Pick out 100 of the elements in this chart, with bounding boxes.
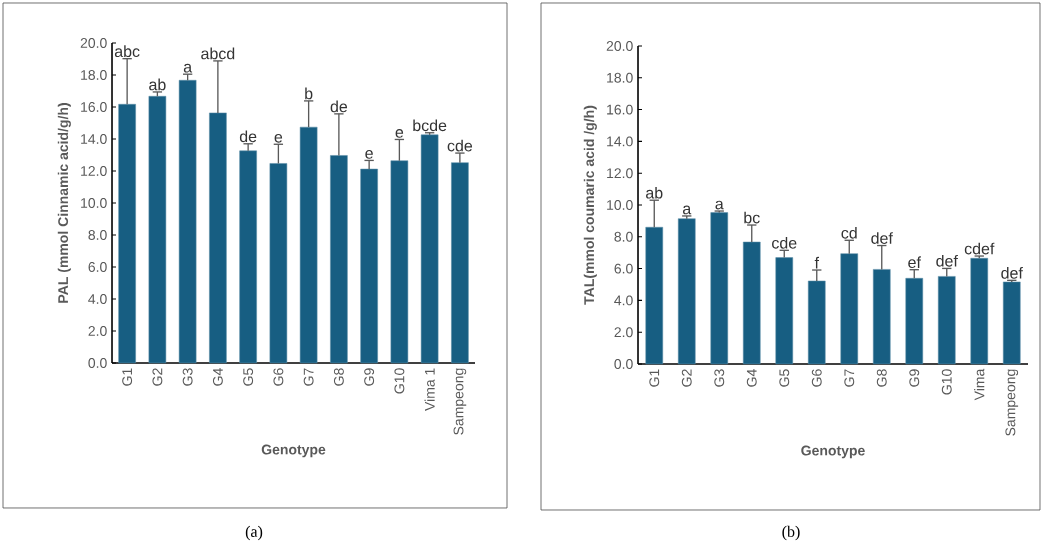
annotation: a — [715, 200, 724, 210]
x-tick-label: G8 — [333, 368, 344, 386]
x-tick-label: G9 — [364, 368, 375, 386]
bar — [645, 226, 664, 365]
x-tick-label: G5 — [779, 369, 790, 387]
annotation: abc — [114, 45, 140, 58]
bar — [905, 278, 924, 365]
annotation: abcd — [201, 47, 235, 60]
bar — [209, 112, 227, 364]
bar — [807, 280, 826, 365]
x-tick-label: G1 — [122, 368, 133, 386]
annotation: bc — [744, 211, 760, 224]
annotation: e — [274, 133, 283, 143]
annotation: def — [936, 254, 958, 267]
annotation: a — [682, 205, 692, 215]
x-tick-label: G8 — [876, 369, 887, 387]
x-tick-label: G7 — [844, 369, 855, 387]
y-tick-label: 6.0 — [614, 263, 633, 274]
annotation: cd — [841, 226, 857, 239]
x-tick-label: G3 — [182, 368, 193, 386]
y-tick-label: 2.0 — [88, 326, 107, 336]
x-tick-label: Vima 1 — [424, 368, 435, 411]
annotation: e — [395, 129, 404, 138]
bar — [178, 80, 197, 364]
y-tick-label: 18.0 — [81, 70, 107, 80]
bar — [420, 134, 439, 364]
x-tick-label: G2 — [681, 369, 692, 387]
x-tick-label: G1 — [649, 369, 660, 387]
bar — [970, 257, 989, 365]
x-axis-title: Genotype — [261, 444, 326, 458]
annotation: b — [305, 87, 313, 100]
y-tick-label: 12.0 — [81, 166, 107, 176]
x-tick-label: G10 — [394, 368, 405, 394]
x-axis-title: Genotype — [801, 445, 865, 459]
y-tick-label: 8.0 — [88, 230, 107, 240]
bar — [937, 276, 956, 365]
y-tick-label: 16.0 — [607, 104, 633, 115]
y-tick-label: 4.0 — [88, 294, 107, 304]
x-tick-label: G4 — [746, 369, 757, 387]
annotation: bcde — [413, 119, 447, 132]
x-tick-label: G5 — [243, 368, 254, 386]
bar — [269, 163, 288, 364]
bar — [710, 212, 729, 365]
x-tick-label: Sampeong — [453, 368, 467, 435]
y-tick-label: 6.0 — [88, 262, 107, 272]
y-tick-label: 0.0 — [88, 358, 107, 368]
y-axis-title: TAL(mmol coumaric acid /g/h) — [583, 105, 597, 305]
y-tick-label: 4.0 — [614, 295, 633, 306]
annotation: e — [365, 150, 373, 159]
bar — [239, 150, 257, 364]
bar — [775, 257, 794, 365]
x-tick-label: G3 — [714, 369, 725, 387]
y-tick-label: 0.0 — [614, 359, 633, 369]
text: (b) — [782, 525, 800, 541]
y-tick-label: 14.0 — [607, 136, 633, 147]
bar — [118, 104, 136, 364]
y-tick-label: 20.0 — [606, 41, 633, 51]
x-tick-label: G2 — [152, 368, 163, 386]
bar — [299, 126, 318, 364]
x-tick-label: Vima — [974, 368, 985, 401]
text: (a) — [245, 525, 263, 541]
x-tick-label: G9 — [909, 369, 920, 387]
annotation: f — [814, 256, 820, 269]
annotation: a — [183, 63, 193, 73]
bar — [840, 253, 859, 365]
annotation: ab — [646, 186, 663, 199]
bar — [677, 218, 696, 365]
y-tick-label: 10.0 — [81, 198, 107, 208]
x-tick-label: G6 — [273, 368, 284, 386]
x-tick-label: G6 — [811, 369, 822, 387]
bar — [330, 155, 348, 364]
annotation: de — [239, 130, 257, 143]
annotation: def — [1001, 267, 1023, 279]
bar — [1002, 281, 1021, 365]
y-tick-label: 12.0 — [607, 168, 633, 179]
bar — [872, 269, 891, 365]
bar — [148, 96, 167, 364]
y-axis-title: PAL (mmol Cinnamic acid/g/h) — [57, 103, 71, 303]
annotation: ef — [908, 256, 921, 269]
x-tick-label: G4 — [212, 368, 223, 386]
x-tick-label: G10 — [941, 369, 952, 395]
bar — [742, 241, 761, 365]
annotation: cdef — [964, 242, 995, 255]
y-tick-label: 8.0 — [614, 231, 633, 242]
y-tick-label: 18.0 — [607, 72, 633, 83]
bar — [360, 168, 378, 364]
x-tick-label: Sampeong — [1005, 369, 1019, 436]
bar — [390, 160, 409, 364]
annotation: de — [330, 100, 348, 113]
bar — [451, 162, 469, 364]
y-tick-label: 14.0 — [81, 134, 107, 144]
y-tick-label: 10.0 — [607, 200, 633, 210]
annotation: def — [871, 232, 893, 244]
y-tick-label: 16.0 — [81, 102, 107, 112]
x-tick-label: G7 — [303, 368, 314, 386]
annotation: cde — [772, 236, 797, 249]
annotation: cde — [447, 139, 473, 152]
y-tick-label: 2.0 — [614, 327, 633, 338]
annotation: ab — [149, 78, 166, 91]
y-tick-label: 20.0 — [80, 38, 107, 48]
